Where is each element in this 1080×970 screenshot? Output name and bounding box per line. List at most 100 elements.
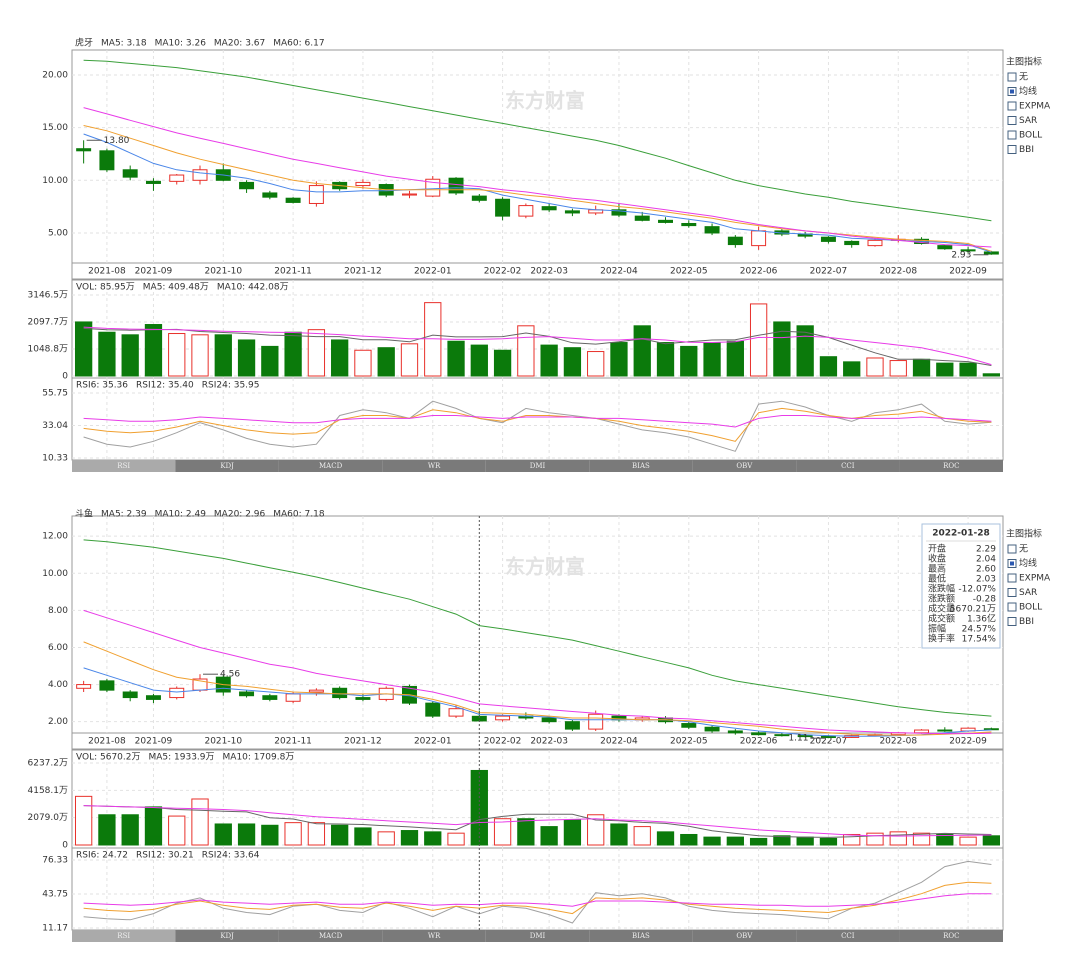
option-checkbox[interactable]: [1007, 72, 1017, 82]
indicator-tab[interactable]: [899, 930, 1003, 942]
candle-body: [774, 734, 790, 737]
candle-body: [867, 239, 883, 247]
indicator-tab[interactable]: [72, 460, 176, 472]
candle-body: [844, 240, 860, 246]
indicator-tab-label[interactable]: ROC: [943, 462, 959, 470]
option-checkbox[interactable]: [1007, 617, 1017, 626]
indicator-tab[interactable]: [692, 460, 797, 472]
option-checkbox[interactable]: [1007, 544, 1017, 554]
indicator-tab-label[interactable]: KDJ: [220, 462, 234, 470]
candle-body: [704, 226, 720, 234]
y-tick-label: 12.00: [42, 532, 68, 542]
indicator-tab[interactable]: [589, 930, 693, 942]
volume-bar: [354, 349, 372, 377]
option-label[interactable]: BBI: [1019, 145, 1034, 155]
indicator-tab-label[interactable]: BIAS: [632, 462, 650, 470]
legend-entry: RSI6: 24.72: [76, 851, 128, 861]
indicator-tab-label[interactable]: OBV: [736, 462, 753, 470]
option-label[interactable]: EXPMA: [1019, 574, 1051, 584]
indicator-tab-label[interactable]: RSI: [117, 932, 130, 940]
candle-body: [239, 181, 255, 190]
indicator-tab[interactable]: [899, 460, 1003, 472]
option-label[interactable]: 均线: [1019, 557, 1037, 569]
indicator-tab[interactable]: [382, 460, 486, 472]
option-label[interactable]: 无: [1019, 72, 1028, 83]
candle-body: [518, 205, 534, 217]
candle-body: [611, 209, 627, 216]
indicator-tab[interactable]: [589, 460, 693, 472]
indicator-tab[interactable]: [692, 930, 797, 942]
indicator-tab-label[interactable]: BIAS: [632, 932, 650, 940]
indicator-tab[interactable]: [175, 460, 279, 472]
indicator-tab-label[interactable]: MACD: [319, 462, 343, 470]
option-label[interactable]: 无: [1019, 544, 1028, 555]
option-checkbox[interactable]: [1007, 130, 1017, 140]
indicator-tab-label[interactable]: WR: [428, 932, 441, 940]
annotation: 13.80: [104, 136, 130, 146]
candle-body: [308, 185, 324, 204]
indicator-tab[interactable]: [278, 930, 383, 942]
y-tick-label: 6.00: [48, 643, 68, 653]
candle-body: [914, 729, 930, 734]
indicator-tab[interactable]: [72, 930, 176, 942]
volume-bar: [726, 340, 744, 377]
candle-body: [76, 684, 92, 689]
tooltip-label: 涨跌幅: [928, 583, 955, 595]
volume-bar: [261, 824, 279, 846]
indicator-tab[interactable]: [796, 460, 900, 472]
volume-bar: [540, 344, 558, 377]
volume-bar: [191, 334, 209, 377]
option-label[interactable]: BOLL: [1019, 603, 1042, 613]
indicator-tab[interactable]: [485, 930, 590, 942]
option-checkbox[interactable]: [1007, 145, 1017, 154]
candle-body: [541, 206, 557, 211]
option-label[interactable]: BBI: [1019, 617, 1034, 627]
option-checkbox[interactable]: [1007, 101, 1017, 111]
indicator-tab[interactable]: [796, 930, 900, 942]
x-tick-label: 2022-04: [600, 267, 638, 277]
tooltip-label: 振幅: [928, 623, 946, 635]
candle-body: [681, 723, 697, 728]
indicator-tab-label[interactable]: DMI: [530, 932, 546, 940]
annotation: 2.93: [951, 250, 971, 260]
volume-bar: [633, 325, 651, 377]
indicator-tab-label[interactable]: RSI: [117, 462, 130, 470]
indicator-tab-label[interactable]: CCI: [841, 462, 855, 470]
option-label[interactable]: SAR: [1019, 116, 1037, 126]
option-checkbox[interactable]: [1007, 588, 1017, 597]
volume-bar: [726, 836, 744, 846]
watermark: 东方财富: [505, 89, 585, 113]
x-tick-label: 2022-07: [810, 267, 848, 277]
option-label[interactable]: EXPMA: [1019, 102, 1051, 112]
option-checkbox[interactable]: [1007, 573, 1017, 583]
option-label[interactable]: BOLL: [1019, 131, 1042, 141]
volume-bar: [447, 832, 465, 846]
indicator-tab[interactable]: [278, 460, 383, 472]
option-checkbox[interactable]: [1007, 116, 1017, 125]
option-label[interactable]: SAR: [1019, 588, 1037, 598]
volume-bar: [331, 824, 349, 846]
indicator-tab-label[interactable]: DMI: [530, 462, 546, 470]
indicator-tab-label[interactable]: OBV: [736, 932, 753, 940]
legend-entry: RSI6: 35.36: [76, 381, 128, 391]
legend-entry: MA20: 2.96: [214, 510, 266, 520]
indicator-line: [83, 327, 992, 366]
indicator-tab-label[interactable]: ROC: [943, 932, 959, 940]
indicator-tab[interactable]: [485, 460, 590, 472]
x-tick-label: 2022-07: [810, 737, 848, 747]
option-checkbox[interactable]: [1007, 602, 1017, 612]
indicator-tab-label[interactable]: MACD: [319, 932, 343, 940]
x-tick-label: 2021-08: [88, 267, 126, 277]
volume-bar: [74, 321, 93, 377]
legend-entry: MA20: 3.67: [214, 39, 265, 49]
indicator-tab[interactable]: [175, 930, 279, 942]
indicator-tab-label[interactable]: KDJ: [220, 932, 234, 940]
candle-body: [937, 729, 953, 732]
volume-bar: [517, 818, 535, 846]
indicator-tab[interactable]: [382, 930, 486, 942]
volume-bar: [773, 321, 791, 377]
indicator-tab-label[interactable]: CCI: [841, 932, 855, 940]
x-tick-label: 2022-08: [879, 737, 917, 747]
option-label[interactable]: 均线: [1019, 85, 1037, 97]
indicator-tab-label[interactable]: WR: [428, 462, 441, 470]
